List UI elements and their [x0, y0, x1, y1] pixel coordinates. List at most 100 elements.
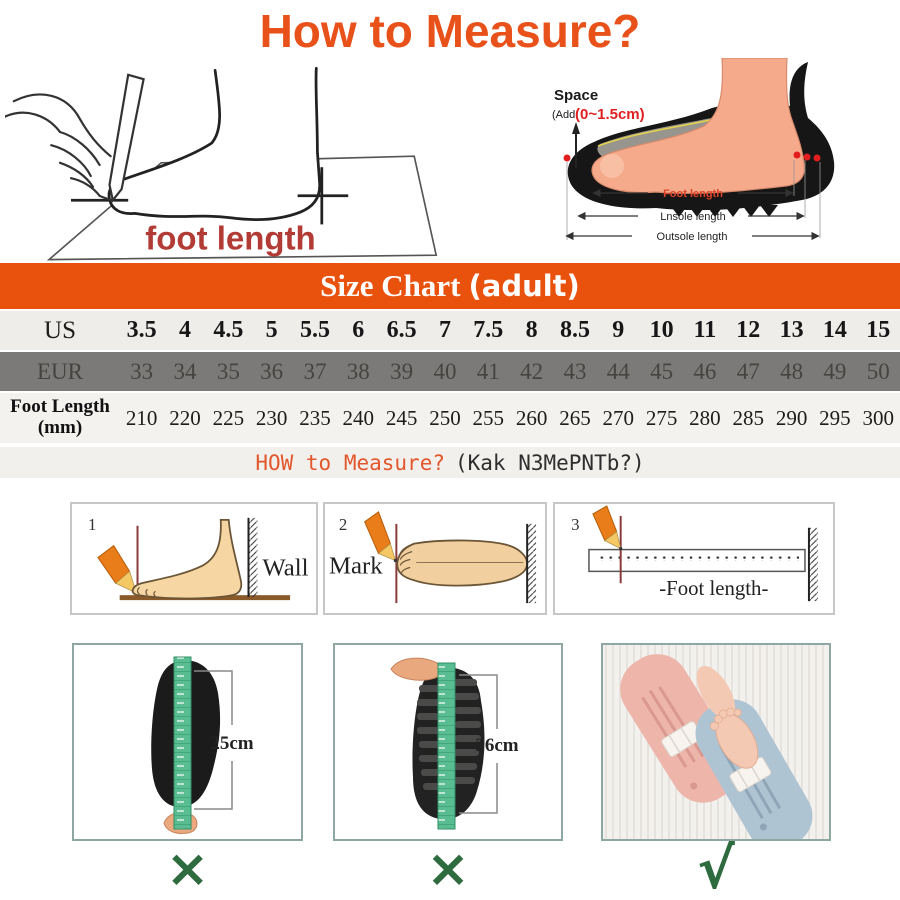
- hand-holding-tape: [390, 657, 443, 681]
- add-value: (0~1.5cm): [575, 106, 645, 123]
- foot-length-value: 290: [775, 405, 808, 430]
- measuring-tape: [437, 662, 456, 830]
- step-2-panel: 2 Mark: [323, 502, 547, 615]
- how-to-measure-line: HOW to Measure? (Kak N3MePNTb?): [0, 447, 900, 478]
- dim-outsole-length: Outsole length: [657, 231, 728, 243]
- guide-lines: [566, 160, 821, 240]
- foot-length-value: 260: [515, 405, 548, 430]
- wall-hatch: [248, 517, 258, 598]
- eur-size-value: 46: [693, 358, 717, 384]
- eur-size-value: 37: [303, 358, 327, 384]
- us-size-value: 15: [866, 317, 891, 343]
- us-size-value: 10: [649, 317, 674, 343]
- add-prefix: (Add: [552, 109, 575, 121]
- step-number: 2: [339, 515, 347, 534]
- us-row-label: US: [44, 316, 76, 344]
- foot-length-value: 285: [732, 405, 765, 430]
- us-size-value: 7.5: [473, 317, 504, 343]
- us-size-value: 6.5: [386, 317, 417, 343]
- wall-label: Wall: [262, 554, 308, 581]
- eur-size-value: 43: [563, 358, 587, 384]
- foot-length-value: 210: [125, 405, 158, 430]
- foot-length-value: 230: [255, 405, 288, 430]
- eur-size-value: 33: [130, 358, 154, 384]
- foot-length-value: 250: [429, 405, 461, 430]
- us-size-value: 6: [352, 317, 365, 343]
- eur-size-value: 41: [476, 358, 500, 384]
- eur-row-values: 33 34 35 36 37 38 39 40 41 42 43 44 45 46 47 48 49 50: [120, 359, 900, 385]
- dimension-bracket: [459, 674, 498, 814]
- size-chart-title: Size Chart: [320, 268, 461, 303]
- eur-size-value: 44: [606, 358, 630, 384]
- cross-mark: ×: [426, 839, 470, 899]
- step-number: 3: [571, 515, 579, 534]
- foot-length-value: 300: [862, 405, 894, 430]
- foot-length-value: 255: [472, 405, 505, 430]
- foot-side-illustration: [131, 518, 243, 600]
- us-size-value: 4.5: [213, 317, 244, 343]
- pencil-illustration: [108, 73, 145, 203]
- measurement-label: 26cm: [475, 735, 518, 756]
- foot-length-row-values: 210 220 225 230 235 240 245 250 255 260 265 270 275 2…: [120, 406, 900, 431]
- foot-tracing-illustration: foot length: [3, 66, 445, 264]
- foot-length-value: 240: [342, 405, 375, 430]
- eur-size-value: 39: [390, 358, 414, 384]
- space-arrow: [572, 122, 580, 168]
- shoe-measurement-diagram: Space (Add (0~1.5cm): [552, 57, 897, 265]
- eur-size-value: 36: [260, 358, 284, 384]
- us-size-value: 8: [525, 317, 538, 343]
- cross-mark: ×: [165, 839, 210, 899]
- size-chart-header: Size Chart (adult): [0, 263, 900, 309]
- sole-teeth: [670, 205, 778, 217]
- foot-length-value: 265: [559, 405, 591, 430]
- dim-foot-length: Foot length: [663, 188, 723, 200]
- foot-shape: [591, 57, 805, 194]
- child-foot: [696, 665, 759, 769]
- size-chart-title-suffix: (adult): [468, 269, 580, 303]
- foot-length-value: 220: [169, 405, 201, 430]
- step-3-panel: 3 -Foot length-: [553, 502, 835, 615]
- page-title: How to Measure?: [259, 5, 641, 57]
- measuring-tape: [173, 656, 192, 830]
- us-size-value: 5: [265, 317, 278, 343]
- space-label: Space: [554, 87, 598, 104]
- us-row-values: 3.5 4 4.5 5 5.5 6 6.5 7 7.5 8 8.5 9 10 11 12 13 14 15: [120, 317, 900, 344]
- us-size-value: 4: [178, 317, 191, 343]
- foot-length-value: 225: [212, 405, 245, 430]
- outsole-measure-panel: 26cm: [333, 643, 563, 841]
- eur-size-value: 50: [866, 358, 890, 384]
- dimension-bracket: [194, 670, 233, 810]
- size-row-us: US 3.5 4 4.5 5 5.5 6 6.5 7 7.5 8 8.5 9 10 11 12 13 14 15: [0, 311, 900, 350]
- us-size-value: 7: [438, 317, 451, 343]
- eur-size-value: 47: [736, 358, 760, 384]
- step-1-panel: 1 Wall: [70, 502, 318, 615]
- dim-insole-length: Lnsole length: [660, 211, 725, 223]
- foot-length-value: 235: [299, 405, 331, 430]
- foot-length-value: 295: [819, 405, 851, 430]
- how-line-highlight: HOW to Measure?: [255, 450, 445, 475]
- foot-length-value: 245: [385, 405, 418, 430]
- eur-size-value: 48: [780, 358, 804, 384]
- foot-length-caption: foot length: [145, 220, 315, 257]
- toe-details: [136, 586, 156, 597]
- us-size-value: 12: [736, 317, 761, 343]
- mark-label: Mark: [329, 552, 383, 579]
- us-size-value: 13: [779, 317, 804, 343]
- eur-size-value: 40: [433, 358, 457, 384]
- pencil-icon: [364, 511, 397, 563]
- us-size-value: 8.5: [559, 317, 590, 343]
- foot-length-label: -Foot length-: [659, 577, 768, 600]
- foot-length-value: 270: [602, 405, 635, 430]
- foot-length-row-label: Foot Length (mm): [10, 396, 110, 438]
- eur-size-value: 45: [650, 358, 674, 384]
- size-row-foot-length: Foot Length (mm) 210 220 225 230 235 240 245 25…: [0, 393, 900, 443]
- size-row-eur: EUR 33 34 35 36 37 38 39 40 41 42 43 44 45 46 47 48 49 50: [0, 352, 900, 391]
- wall-hatch: [808, 527, 818, 602]
- insole-measure-panel: 25cm: [72, 643, 303, 841]
- toe-highlight: [600, 154, 624, 178]
- step-number: 1: [88, 515, 96, 534]
- eur-size-value: 34: [173, 358, 197, 384]
- eur-size-value: 42: [520, 358, 544, 384]
- us-size-value: 5.5: [299, 317, 330, 343]
- foot-length-value: 280: [689, 405, 721, 430]
